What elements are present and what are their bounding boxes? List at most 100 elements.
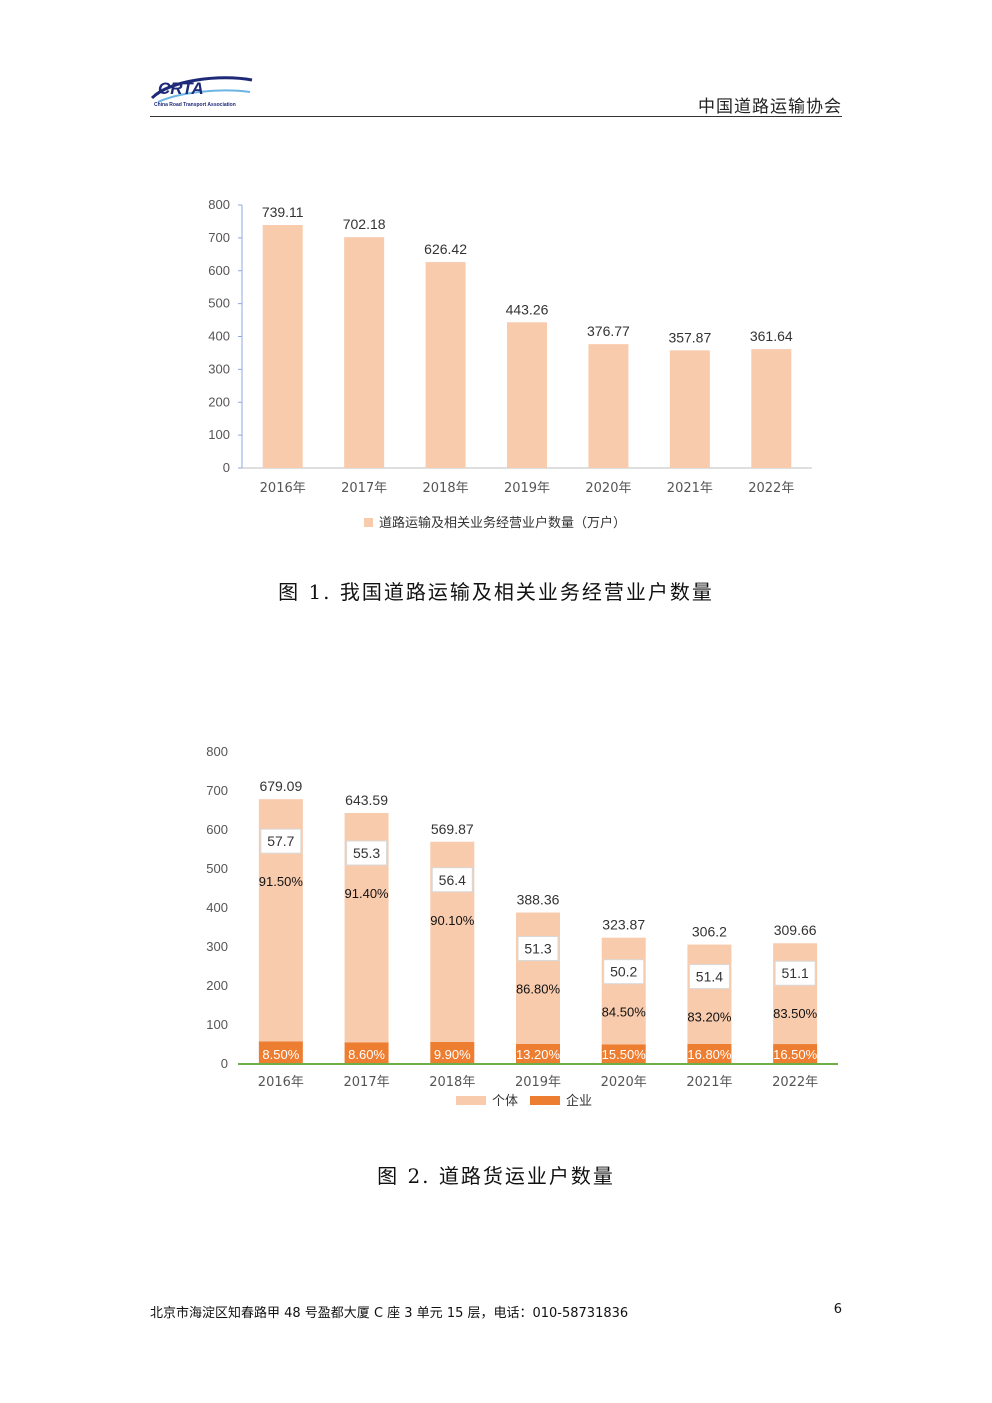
x-tick-label: 2017年 — [341, 481, 387, 496]
bar-individual — [687, 944, 732, 1044]
org-name: 中国道路运输协会 — [698, 97, 842, 117]
y-tick-label: 700 — [208, 230, 230, 245]
x-tick-label: 2018年 — [429, 1075, 475, 1090]
figure1-caption: 图 1. 我国道路运输及相关业务经营业户数量 — [278, 580, 714, 604]
total-label: 323.87 — [602, 917, 645, 933]
enterprise-value-box — [431, 867, 473, 893]
bar — [344, 237, 385, 468]
enterprise-value-label: 56.4 — [439, 872, 466, 888]
x-tick-label: 2022年 — [772, 1075, 818, 1090]
y-tick-label: 200 — [206, 978, 228, 993]
y-tick-label: 100 — [206, 1017, 228, 1032]
y-tick-label: 800 — [206, 744, 228, 759]
bar-enterprise — [430, 1042, 475, 1064]
crta-logo-mark: CRTA — [150, 76, 253, 103]
legend-label: 道路运输及相关业务经营业户数量（万户） — [379, 515, 626, 531]
enterprise-value-label: 57.7 — [267, 833, 294, 849]
individual-share-label: 83.20% — [687, 1010, 732, 1025]
legend-label-enterprise: 企业 — [566, 1093, 592, 1109]
legend-swatch-individual — [456, 1096, 486, 1105]
enterprise-share-label: 16.50% — [773, 1047, 818, 1062]
bar-individual — [601, 937, 646, 1045]
total-label: 643.59 — [345, 792, 388, 808]
y-tick-label: 300 — [206, 939, 228, 954]
individual-share-label: 91.50% — [259, 874, 304, 889]
y-tick-label: 800 — [208, 197, 230, 212]
enterprise-value-box — [774, 960, 816, 986]
x-tick-label: 2019年 — [504, 481, 550, 496]
enterprise-value-box — [517, 936, 559, 962]
y-tick-label: 300 — [208, 361, 230, 376]
figure2-caption: 图 2. 道路货运业户数量 — [377, 1164, 615, 1188]
enterprise-value-box — [260, 828, 302, 854]
enterprise-share-label: 9.90% — [434, 1047, 471, 1062]
enterprise-share-label: 15.50% — [602, 1047, 647, 1062]
total-label: 569.87 — [431, 821, 474, 837]
enterprise-share-label: 8.60% — [348, 1047, 385, 1062]
total-label: 309.66 — [774, 922, 817, 938]
figure1-chart: 0 100 200 300 400 500 600 700 800 739.11 2016年 702.… — [0, 190, 992, 550]
x-tick-label: 2021年 — [667, 481, 713, 496]
y-tick-label: 400 — [208, 329, 230, 344]
x-tick-label: 2016年 — [258, 1075, 304, 1090]
enterprise-value-label: 51.1 — [782, 965, 809, 981]
enterprise-value-label: 55.3 — [353, 845, 380, 861]
footer-address: 北京市海淀区知春路甲 48 号盈都大厦 C 座 3 单元 15 层，电话：010… — [150, 1306, 629, 1321]
y-tick-label: 400 — [206, 900, 228, 915]
enterprise-share-label: 13.20% — [516, 1047, 561, 1062]
bar-individual — [516, 912, 560, 1044]
x-tick-label: 2022年 — [748, 481, 794, 496]
enterprise-value-label: 51.3 — [524, 941, 551, 957]
y-tick-label: 0 — [223, 460, 230, 475]
total-label: 306.2 — [692, 924, 727, 940]
bar — [669, 350, 710, 468]
x-tick-label: 2018年 — [423, 481, 469, 496]
x-tick-label: 2020年 — [601, 1075, 647, 1090]
data-label: 443.26 — [506, 301, 549, 317]
figure2-chart: 0 100 200 300 400 500 600 700 800 679.09 8.50% 57.7… — [0, 738, 992, 1118]
bar-enterprise — [773, 1044, 818, 1064]
y-tick-label: 200 — [208, 394, 230, 409]
x-tick-label: 2017年 — [344, 1075, 390, 1090]
x-tick-label: 2016年 — [260, 481, 306, 496]
data-label: 702.18 — [343, 216, 386, 232]
bar-individual — [773, 943, 818, 1045]
logo-text: CRTA — [158, 79, 204, 98]
individual-share-label: 86.80% — [516, 982, 561, 997]
legend-swatch — [364, 518, 373, 527]
data-label: 739.11 — [262, 204, 304, 220]
crta-logo: CRTA China Road Transport Association — [150, 72, 260, 114]
enterprise-value-box — [346, 840, 388, 866]
individual-share-label: 91.40% — [345, 886, 390, 901]
bar — [507, 322, 547, 468]
bar — [425, 262, 466, 468]
total-label: 388.36 — [517, 892, 560, 908]
legend-label-individual: 个体 — [492, 1094, 518, 1109]
bar — [751, 349, 792, 468]
total-label: 679.09 — [259, 778, 302, 794]
bar-enterprise — [601, 1044, 646, 1064]
data-label: 626.42 — [424, 241, 467, 257]
enterprise-share-label: 8.50% — [262, 1047, 299, 1062]
legend-swatch-enterprise — [530, 1096, 560, 1105]
x-tick-label: 2020年 — [585, 481, 631, 496]
individual-share-label: 83.50% — [773, 1006, 818, 1021]
enterprise-value-label: 50.2 — [610, 964, 637, 980]
y-tick-label: 600 — [208, 263, 230, 278]
data-label: 357.87 — [668, 329, 711, 345]
figure2-svg: 0 100 200 300 400 500 600 700 800 679.09 8.50% 57.7… — [206, 744, 838, 1109]
x-tick-label: 2021年 — [686, 1075, 732, 1090]
bar-enterprise — [687, 1043, 732, 1064]
enterprise-value-box — [603, 959, 645, 985]
bar-enterprise — [258, 1041, 303, 1064]
y-tick-label: 500 — [206, 861, 228, 876]
y-tick-label: 600 — [206, 822, 228, 837]
y-tick-label: 500 — [208, 296, 230, 311]
data-label: 361.64 — [750, 328, 793, 344]
y-tick-label: 700 — [206, 783, 228, 798]
page-header: CRTA China Road Transport Association 中国… — [150, 68, 842, 117]
y-tick-label: 0 — [221, 1056, 228, 1071]
x-tick-label: 2019年 — [515, 1075, 561, 1090]
enterprise-value-box — [688, 964, 730, 990]
y-tick-label: 100 — [208, 427, 230, 442]
